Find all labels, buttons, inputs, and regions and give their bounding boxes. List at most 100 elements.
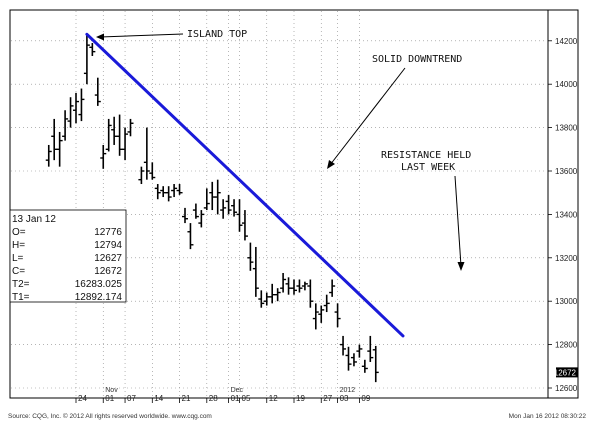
ohlc-bar (56, 131, 63, 167)
annotation-resistance-line1: RESISTANCE HELD (381, 150, 471, 161)
x-tick-label: 24 (78, 394, 87, 403)
island-arrowhead (96, 33, 104, 41)
y-tick-label: 12800 (555, 341, 578, 350)
ohlc-bar (182, 207, 188, 224)
ohlc-bar (307, 279, 314, 308)
ohlc-bar (291, 279, 297, 295)
x-tick-label: 12 (269, 394, 278, 403)
ohlc-bar (165, 186, 172, 202)
ohlc-bar (83, 34, 90, 85)
ohlc-bar (45, 144, 52, 167)
ohlc-bar (334, 303, 341, 328)
ohlc-bar (127, 118, 134, 137)
last-price-label: 12672 (554, 368, 577, 377)
x-tick-label: 07 (127, 394, 136, 403)
ohlc-bar (225, 194, 232, 215)
ohlc-bar (78, 88, 85, 122)
ohlc-bar (143, 127, 150, 180)
ohlc-bar (312, 303, 319, 330)
bars-layer (45, 34, 379, 383)
ohlc-bar (247, 242, 254, 271)
x-month-label: Nov (105, 387, 118, 394)
ohlc-bar (203, 188, 210, 211)
ohlc-bar (323, 294, 330, 313)
x-month-label: Dec (231, 387, 244, 394)
ohlc-bar (100, 144, 107, 169)
ohlc-bar (171, 184, 178, 198)
price-axis-frame (547, 9, 579, 399)
ohlc-bar (252, 246, 259, 297)
y-tick-label: 14000 (555, 80, 578, 89)
ohlc-bar (361, 359, 368, 373)
ohlc-bar (73, 92, 79, 124)
info-date: 13 Jan 12 (12, 214, 56, 225)
last-price-badge: 12672 (554, 367, 578, 378)
ohlc-bar (372, 345, 379, 383)
ohlc-bar (274, 288, 281, 302)
ohlc-bar (154, 184, 161, 200)
ohlc-bar (94, 77, 101, 106)
info-value-low: 12627 (94, 253, 122, 264)
ohlc-bar (296, 279, 303, 293)
ohlc-bar (192, 203, 199, 219)
info-label-open: O= (12, 227, 26, 238)
x-tick-label: 09 (361, 394, 370, 403)
ohlc-bar (350, 353, 357, 367)
info-value-t1: 12892.174 (75, 292, 123, 303)
info-label-low: L= (12, 253, 24, 264)
footer-timestamp: Mon Jan 16 2012 08:30:22 (509, 413, 587, 420)
trend-layer (85, 32, 405, 338)
x-tick-label: 01 (231, 394, 240, 403)
ohlc-bar (367, 335, 374, 362)
ohlc-bar (356, 344, 363, 358)
ohlc-bar (236, 199, 243, 232)
ohlc-bar (241, 210, 248, 241)
ohlc-bar (105, 118, 112, 152)
x-tick-label: 19 (296, 394, 305, 403)
x-month-label: 2012 (340, 387, 356, 394)
ohlc-bar (214, 179, 221, 215)
y-tick-label: 13200 (555, 254, 578, 263)
info-value-close: 12672 (94, 266, 122, 277)
info-label-close: C= (12, 266, 25, 277)
annotation-resistance-line2: LAST WEEK (401, 162, 455, 173)
x-tick-label: 14 (154, 394, 163, 403)
ohlc-bar (318, 305, 325, 323)
ohlc-bar (89, 42, 96, 56)
x-tick-label: 28 (209, 394, 218, 403)
x-tick-label: 27 (323, 394, 332, 403)
ohlc-bar (122, 127, 129, 161)
info-label-t2: T2= (12, 279, 30, 290)
annotation-solid-downtrend: SOLID DOWNTREND (372, 54, 462, 65)
annotations: ISLAND TOP SOLID DOWNTREND RESISTANCE HE… (96, 29, 471, 271)
resistance-arrowhead (457, 262, 465, 271)
ohlc-bar (138, 166, 145, 185)
downtrend-arrowhead (327, 160, 335, 169)
resistance-arrow (454, 175, 462, 267)
info-value-t2: 16283.025 (75, 279, 123, 290)
info-value-open: 12776 (94, 227, 122, 238)
ohlc-bar (345, 346, 352, 371)
ohlc-bar (67, 97, 74, 128)
ohlc-bar (329, 279, 336, 297)
info-box-frame (9, 209, 127, 303)
x-tick-label: 05 (242, 394, 251, 403)
ohlc-bar (231, 199, 238, 217)
info-label-t1: T1= (12, 292, 30, 303)
ohlc-bar (220, 199, 227, 219)
ohlc-bar (198, 210, 205, 228)
x-tick-label: 03 (340, 394, 349, 403)
y-tick-label: 13400 (555, 210, 578, 219)
ohlc-bar (258, 290, 265, 308)
x-tick-label: 01 (105, 394, 114, 403)
y-tick-label: 13600 (555, 167, 578, 176)
footer-source: Source: CQG, Inc. © 2012 All rights rese… (8, 412, 212, 420)
y-tick-label: 13800 (555, 124, 578, 133)
ohlc-bar (187, 223, 194, 250)
info-value-high: 12794 (94, 240, 122, 251)
ohlc-bar (149, 162, 156, 180)
y-tick-label: 12600 (555, 384, 578, 393)
ohlc-bar (280, 272, 287, 293)
ohlc-bar (62, 110, 69, 141)
